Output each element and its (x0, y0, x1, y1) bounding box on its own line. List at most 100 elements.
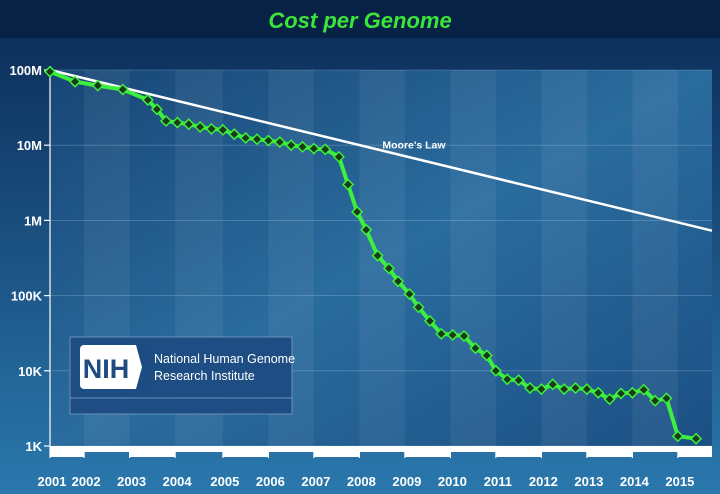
data-point (614, 387, 628, 400)
x-tick-label: 2010 (438, 474, 467, 489)
data-point (469, 342, 482, 355)
data-point (512, 374, 525, 387)
x-tick-label: 2009 (392, 474, 421, 489)
data-point (660, 392, 673, 405)
data-point (690, 432, 703, 445)
x-axis-segment (129, 452, 176, 457)
cost-series (43, 65, 703, 445)
x-axis: 2001 2002 2003 2004 2005 2006 2007 2008 2009 2010… (38, 446, 712, 489)
data-point (116, 83, 129, 96)
data-point (182, 118, 195, 131)
data-point (412, 301, 425, 314)
data-point (523, 381, 537, 395)
x-tick-label: 2006 (256, 474, 285, 489)
data-point (319, 143, 332, 156)
chart-title: Cost per Genome (268, 8, 451, 33)
x-axis-segment (677, 452, 712, 457)
data-point (501, 373, 514, 386)
data-point (435, 327, 448, 340)
y-axis: 1K 10K 100K 1M 10M 100M (9, 63, 51, 454)
x-tick-label: 2002 (72, 474, 101, 489)
x-axis-segment (222, 452, 269, 457)
x-tick-label: 2004 (163, 474, 193, 489)
data-point (262, 134, 275, 147)
data-point (296, 140, 309, 153)
data-point (457, 329, 471, 343)
y-tick-label: 100M (9, 63, 42, 78)
data-point (603, 393, 616, 406)
x-axis-segment (404, 452, 451, 457)
data-point (205, 122, 218, 135)
data-point (371, 249, 384, 262)
data-point (68, 75, 82, 88)
data-point (273, 136, 286, 149)
x-tick-label: 2001 (38, 474, 67, 489)
moores-law-label: Moore's Law (382, 139, 446, 151)
data-point (171, 116, 184, 129)
data-point (480, 349, 493, 362)
data-point (351, 205, 364, 218)
data-point (194, 120, 207, 133)
data-point (285, 139, 298, 152)
nih-logo-icon: NIH (80, 345, 148, 389)
nih-line-2: Research Institute (154, 369, 255, 383)
x-axis-segment (586, 452, 633, 457)
data-point (43, 65, 57, 78)
nih-line-1: National Human Genome (154, 352, 295, 366)
year-stripe (450, 70, 496, 446)
x-axis-segment (313, 452, 360, 457)
y-tick-label: 10K (18, 364, 42, 379)
title-bar (0, 0, 720, 38)
data-point (580, 383, 593, 396)
x-tick-label: 2012 (529, 474, 558, 489)
data-point (91, 79, 104, 92)
data-point (558, 383, 571, 396)
moores-law-line (49, 68, 713, 232)
x-axis-segment (50, 452, 85, 457)
data-point (360, 223, 373, 236)
moores-law: Moore's Law (49, 68, 713, 232)
data-point (489, 364, 502, 377)
data-point (228, 128, 241, 141)
x-axis-band (50, 446, 712, 452)
x-tick-label: 2005 (210, 474, 239, 489)
nih-logo-box: NIH National Human Genome Research Insti… (69, 336, 295, 415)
data-point (216, 123, 229, 136)
y-tick-label: 1K (25, 439, 42, 454)
data-point (637, 383, 650, 396)
data-point (341, 178, 355, 191)
data-point (332, 150, 345, 163)
data-point (392, 275, 405, 288)
x-axis-segment (495, 452, 542, 457)
data-point (239, 131, 252, 144)
data-point (423, 314, 436, 328)
x-tick-label: 2003 (117, 474, 146, 489)
data-point (671, 430, 684, 443)
x-tick-label: 2011 (484, 474, 512, 489)
year-stripe (632, 70, 678, 446)
y-tick-label: 100K (11, 289, 43, 304)
data-point (626, 386, 639, 399)
data-point (403, 287, 416, 301)
y-tick-label: 10M (17, 138, 42, 153)
nih-logo-text: NIH (83, 354, 130, 384)
x-tick-label: 2013 (574, 474, 603, 489)
x-tick-label: 2008 (347, 474, 376, 489)
x-tick-label: 2015 (665, 474, 694, 489)
data-point (446, 328, 459, 341)
data-point (535, 383, 548, 396)
data-point (307, 142, 320, 155)
data-point (141, 93, 154, 106)
data-point (569, 381, 582, 395)
data-point (592, 386, 605, 399)
data-point (250, 133, 264, 146)
data-point (649, 394, 662, 407)
y-tick-label: 1M (24, 213, 42, 228)
x-tick-label: 2014 (620, 474, 650, 489)
data-point (150, 103, 163, 116)
x-tick-label: 2007 (301, 474, 330, 489)
data-point (382, 262, 396, 275)
data-point (546, 378, 559, 391)
data-point (159, 114, 173, 128)
